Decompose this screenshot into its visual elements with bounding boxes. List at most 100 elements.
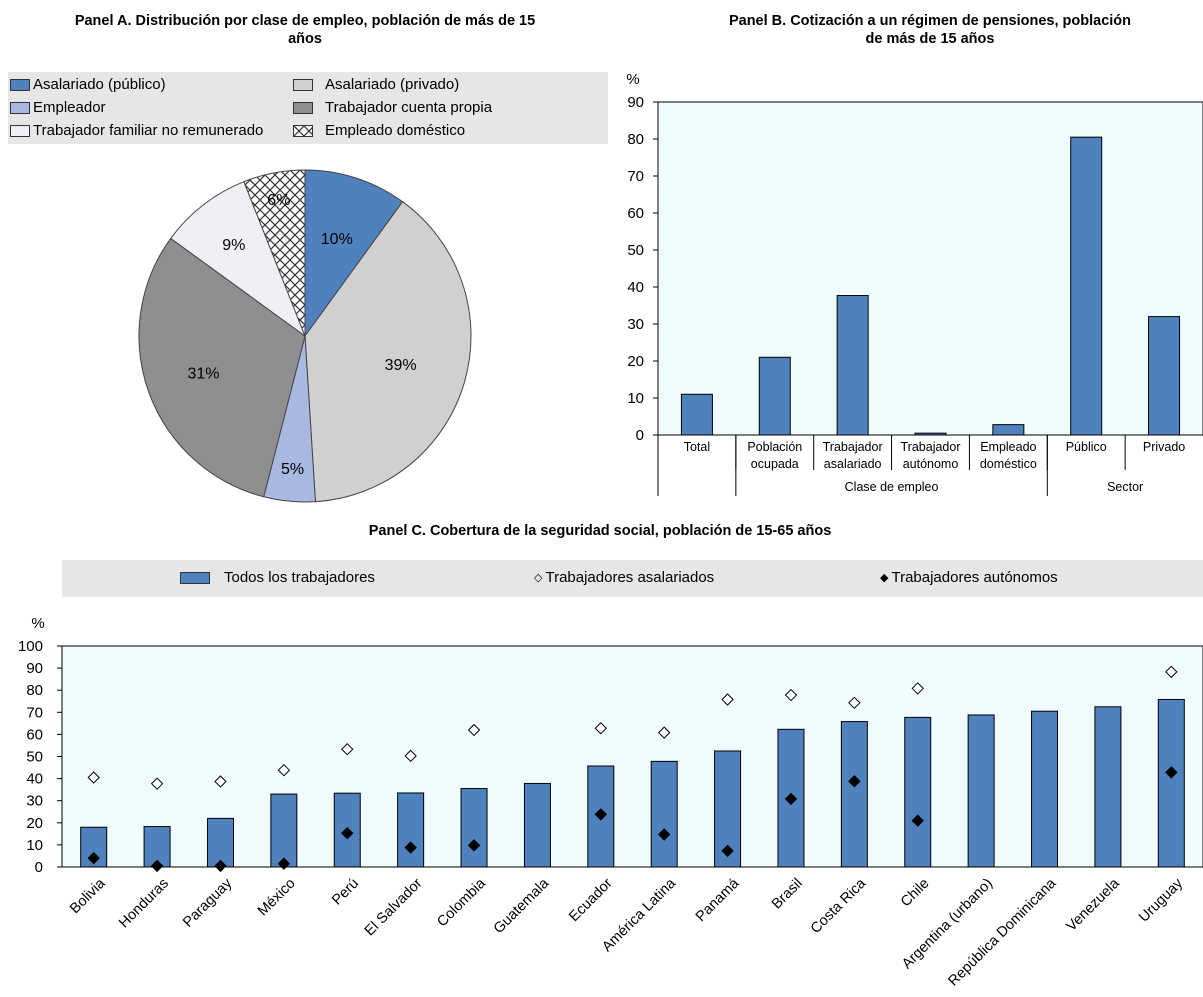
panel-b-bar-chart: % 0 10 20 30 40 50 60 70 80 90 Total Población ocupad… [626, 71, 1203, 496]
autonomos-point [721, 844, 734, 858]
legend-label: Trabajadores asalariados [545, 569, 715, 586]
x-group-label: Sector [1107, 480, 1143, 494]
plot-area [657, 101, 1203, 436]
bar [967, 714, 995, 868]
y-tick-label: 70 [26, 704, 43, 721]
x-tick-label: República Dominicana [945, 875, 1060, 990]
autonomos-point [784, 792, 798, 806]
panel-c-legend: Todos los trabajadores ◇ Trabajadores asa… [62, 560, 1203, 597]
panel-a-pie-chart: 10% 39% 5% 31% 9% 6% [138, 169, 472, 503]
legend-item-empleador: Empleador [10, 99, 106, 116]
pie-slice [304, 169, 404, 338]
y-tick-label: 30 [627, 316, 644, 333]
y-tick-label: 70 [627, 168, 644, 185]
x-tick-label: ocupada [751, 457, 799, 471]
x-tick-label: Paraguay [180, 875, 236, 931]
legend-swatch [180, 571, 210, 584]
x-tick-label: Panamá [693, 875, 743, 925]
bar [1148, 316, 1181, 436]
legend-label: Trabajador cuenta propia [325, 99, 493, 116]
legend-label: Trabajadores autónomos [891, 569, 1058, 586]
asalariados-point [404, 749, 417, 763]
y-tick-label: 100 [18, 638, 43, 655]
asalariados-point [657, 726, 671, 739]
bar [206, 817, 234, 868]
bar [270, 793, 298, 868]
bar [397, 792, 425, 868]
bar [1094, 706, 1122, 868]
y-tick-label: 50 [26, 749, 43, 766]
asalariados-point [87, 771, 100, 784]
legend-label: Asalariado (privado) [325, 76, 460, 93]
pie-slice [243, 169, 306, 337]
autonomos-point [657, 828, 671, 841]
x-tick-label: asalariado [824, 457, 882, 471]
bar [914, 432, 947, 436]
y-axis-unit: % [31, 615, 44, 632]
y-axis-unit: % [626, 71, 639, 88]
y-tick-label: 60 [627, 205, 644, 222]
x-group-label: Clase de empleo [845, 480, 939, 494]
y-tick-label: 10 [627, 390, 644, 407]
x-tick-label: Ecuador [566, 875, 616, 925]
legend-item-todos: Todos los trabajadores [180, 569, 375, 586]
autonomos-point [214, 859, 227, 873]
x-tick-label: doméstico [980, 457, 1037, 471]
asalariados-point [848, 696, 861, 710]
bar [680, 393, 713, 436]
x-tick-label: Privado [1143, 440, 1185, 454]
asalariados-point [594, 722, 608, 735]
autonomos-point [404, 841, 417, 854]
y-tick-label: 30 [26, 793, 43, 810]
asalariados-point [1165, 665, 1178, 679]
panel-a-legend: Asalariado (público) Empleador Trabajado… [8, 72, 608, 144]
legend-item-cuenta-propia: Trabajador cuenta propia [293, 99, 492, 116]
legend-item-empleado-domestico: Empleado doméstico [293, 122, 465, 139]
legend-label: Empleado doméstico [325, 122, 466, 139]
open-diamond-icon: ◇ [534, 572, 543, 584]
plot-area [61, 645, 1203, 868]
panel-b-title: Panel B. Cotización a un régimen de pens… [728, 13, 1132, 47]
y-tick-label: 10 [26, 837, 43, 854]
x-tick-label: Venezuela [1064, 875, 1124, 935]
x-tick-label: Población [747, 440, 802, 454]
bar [523, 782, 551, 868]
filled-diamond-icon: ◆ [880, 572, 889, 584]
asalariados-point [277, 763, 291, 777]
x-tick-label: México [255, 876, 299, 920]
legend-swatch [10, 101, 30, 114]
asalariados-point [341, 742, 354, 756]
x-tick-label: El Salvador [362, 875, 426, 939]
y-tick-label: 60 [26, 726, 43, 743]
legend-item-asalariados: ◇ Trabajadores asalariados [534, 569, 714, 586]
x-tick-label: autónomo [903, 457, 959, 471]
pie-value-label: 6% [267, 192, 290, 209]
x-tick-label: Empleado [980, 440, 1036, 454]
x-tick-label: Público [1066, 440, 1107, 454]
y-tick-label: 40 [26, 771, 43, 788]
y-tick-label: 90 [627, 94, 644, 111]
autonomos-point [467, 839, 481, 852]
x-tick-label: Bolivia [67, 875, 109, 917]
x-tick-label: Brasil [769, 876, 806, 913]
panel-c-title: Panel C. Cobertura de la seguridad socia… [368, 523, 832, 539]
autonomos-point [150, 859, 164, 873]
x-tick-label: Chile [898, 876, 933, 911]
x-tick-label: Colombia [434, 875, 489, 930]
pie-value-label: 5% [281, 461, 304, 478]
x-tick-label: Honduras [116, 876, 172, 932]
legend-item-familiar-no-remunerado: Trabajador familiar no remunerado [10, 122, 263, 139]
bar [1157, 698, 1185, 868]
x-tick-label: Trabajador [901, 440, 961, 454]
bar [460, 788, 488, 868]
y-tick-label: 0 [636, 427, 644, 444]
legend-item-asalariado-privado: Asalariado (privado) [293, 76, 459, 93]
y-tick-label: 40 [627, 279, 644, 296]
asalariados-point [784, 688, 798, 702]
autonomos-point [87, 851, 100, 865]
bar [650, 760, 678, 868]
bar [836, 295, 869, 436]
asalariados-point [721, 693, 734, 706]
autonomos-point [277, 857, 291, 870]
pie-slice [138, 237, 306, 498]
